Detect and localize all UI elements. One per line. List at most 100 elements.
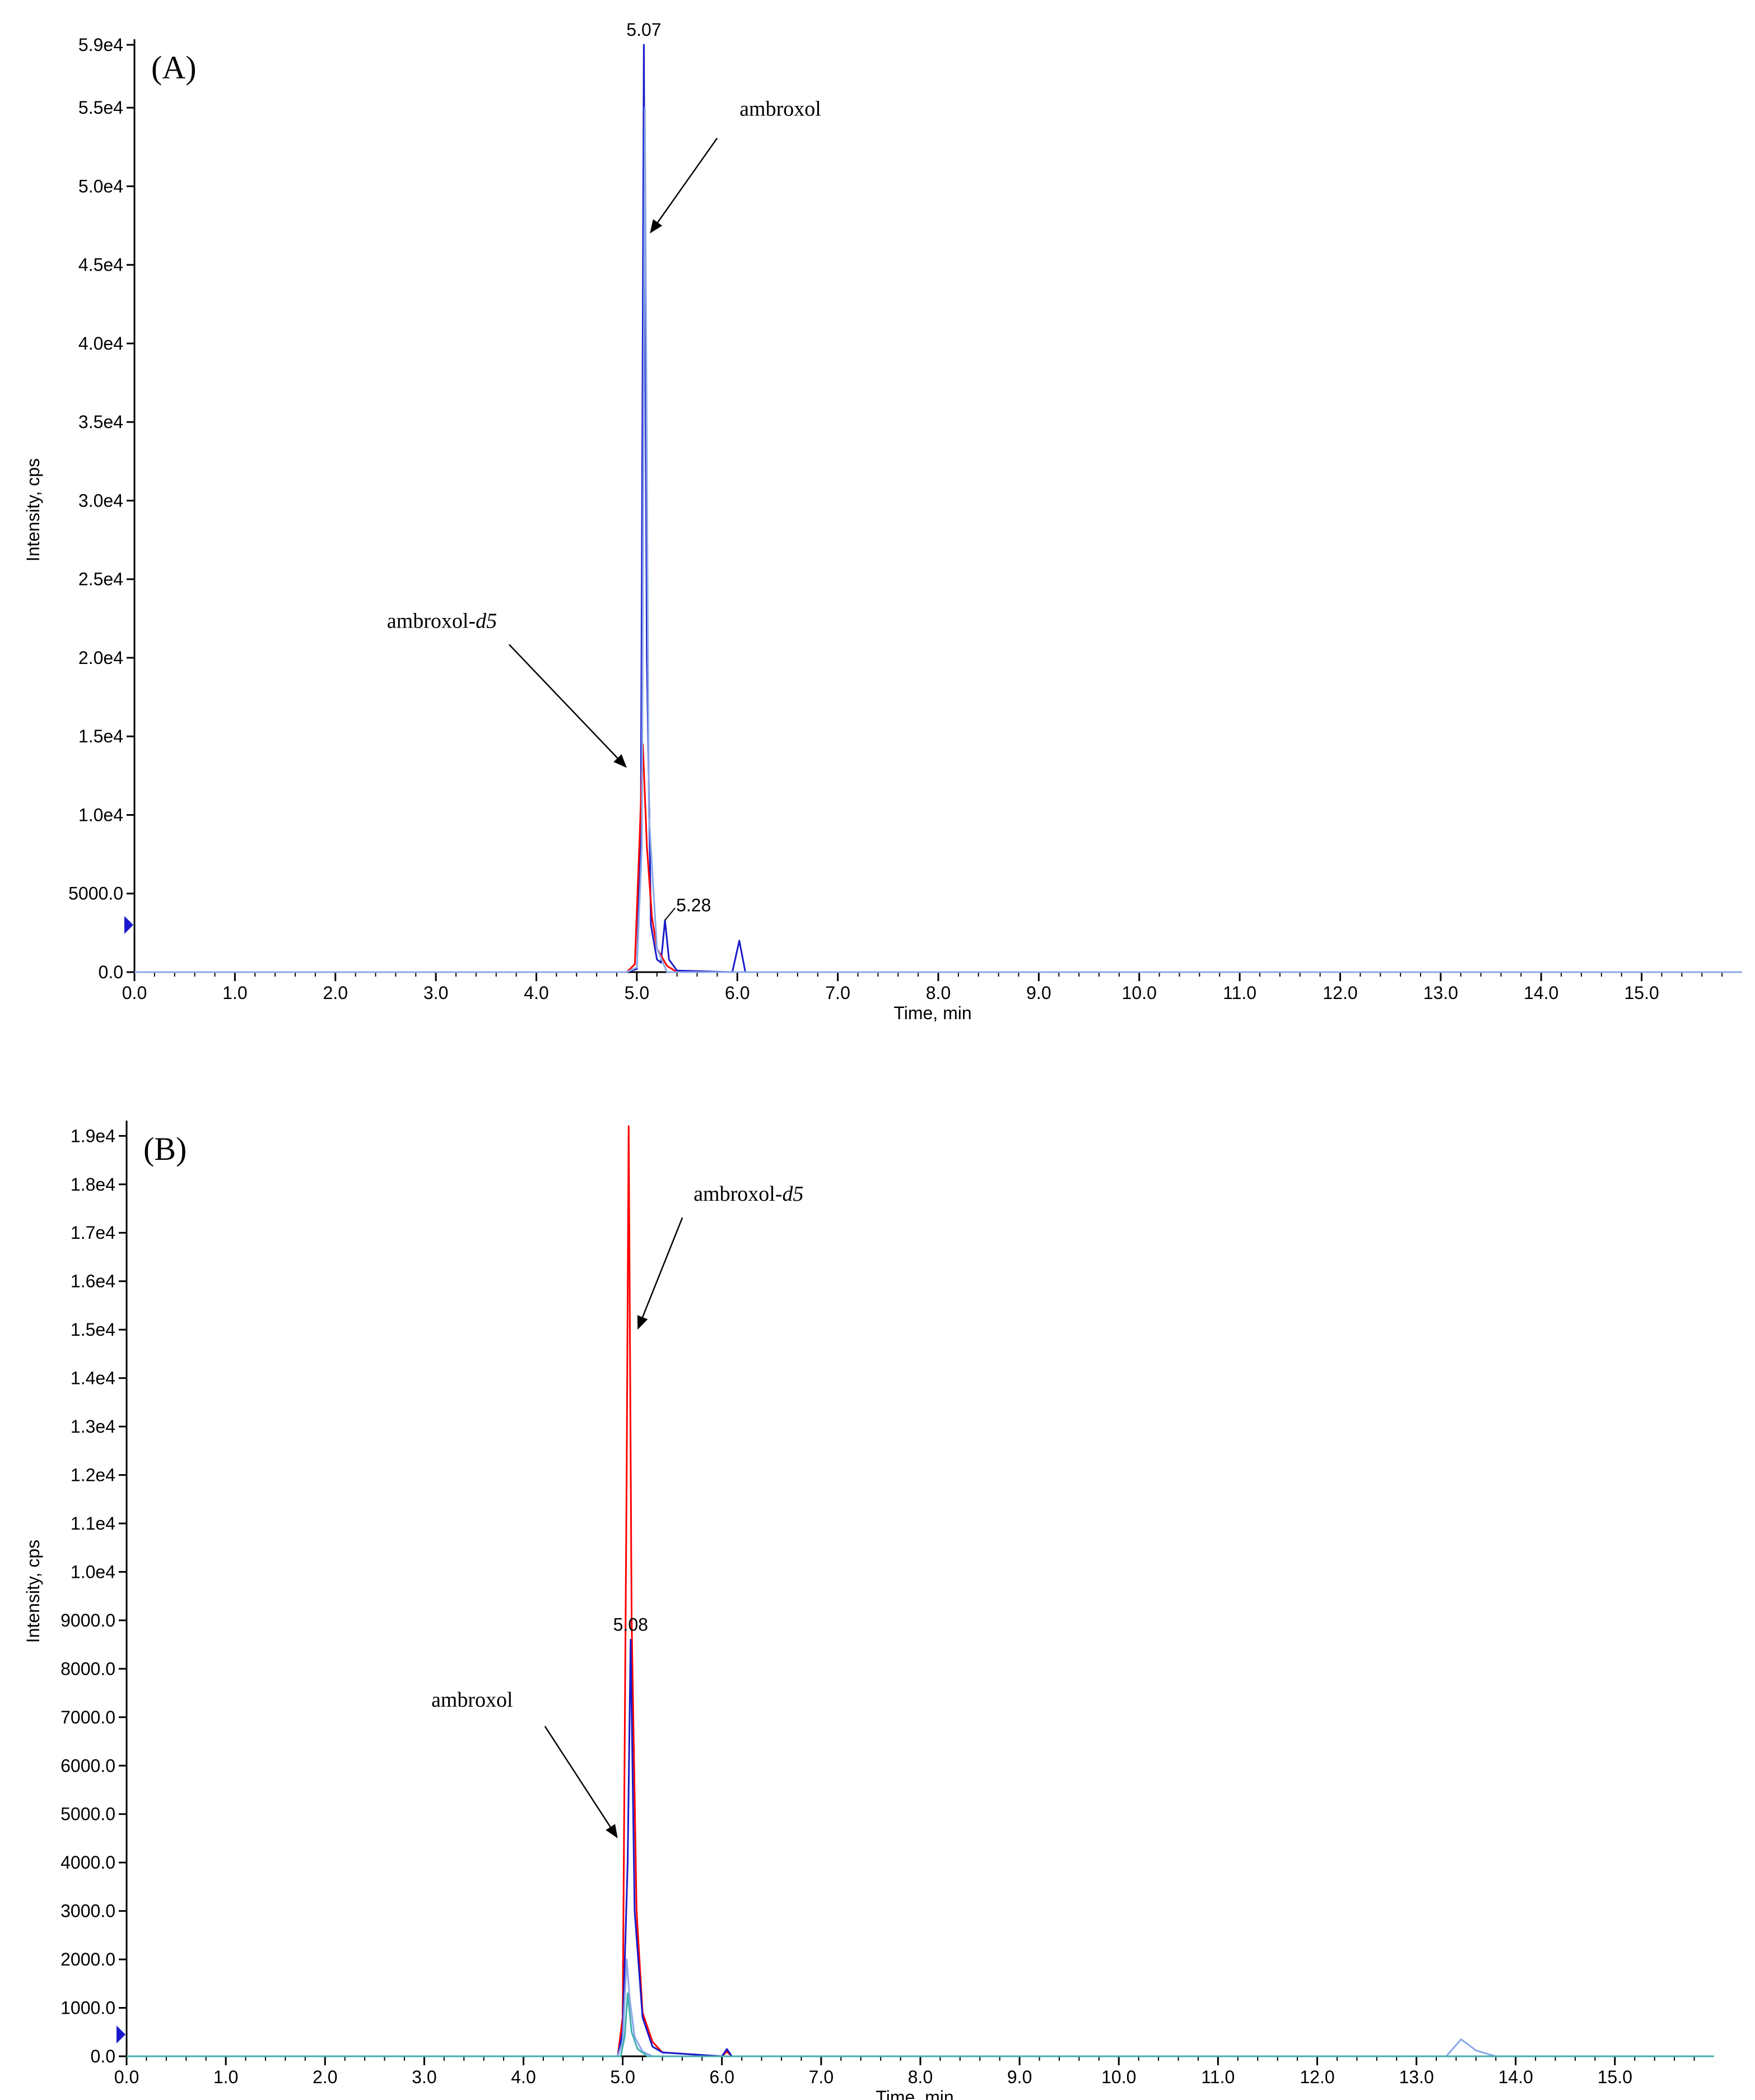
series-trace-1 [134,44,1742,973]
annotation-text: ambroxol- [387,609,476,633]
annotation-label: ambroxol [431,1688,513,1712]
x-tick-label: 8.0 [926,983,951,1003]
annotation-label: ambroxol [739,97,821,121]
annotation-arrow-head [637,1315,648,1330]
y-tick-label: 9000.0 [60,1610,115,1630]
y-tick-label: 4.5e4 [78,255,123,275]
y-tick-label: 1.3e4 [71,1416,115,1437]
x-tick-label: 8.0 [908,2067,933,2087]
x-axis-title: Time, min [876,2087,953,2100]
panel-b: 0.0 1000.0 2000.0 3000.0 4000.0 5000.0 6000.0 7… [23,1121,1714,2100]
x-tick-label: 12.0 [1300,2067,1334,2087]
annotation-subscript: d5 [476,609,497,633]
y-tick-label: 2.0e4 [78,648,123,668]
y-tick-label: 6000.0 [60,1755,115,1776]
x-tick-label: 11.0 [1223,983,1256,1003]
x-tick-label: 6.0 [725,983,750,1003]
peak-label: 5.07 [626,20,661,40]
y-tick-label: 1.6e4 [71,1271,115,1291]
baseline-marker [117,2025,125,2044]
peak-label: 5.28 [676,895,711,915]
y-tick-label: 5.0e4 [78,176,123,196]
y-tick-label: 1000.0 [60,1998,115,2018]
annotation-subscript: d5 [782,1182,803,1206]
series-trace-3 [134,106,1742,973]
x-tick-label: 0.0 [114,2067,139,2087]
y-tick-label: 1.5e4 [78,726,123,746]
y-tick-label: 1.0e4 [78,805,123,825]
x-tick-label: 13.0 [1423,983,1458,1003]
series-trace-1 [127,1125,1714,2057]
x-tick-label: 14.0 [1524,983,1558,1003]
annotation-arrow-head [606,1824,618,1838]
y-tick-label: 1.9e4 [71,1126,115,1146]
x-tick-label: 13.0 [1399,2067,1433,2087]
x-tick-label: 4.0 [511,2067,536,2087]
series-trace-2 [134,743,1742,973]
panel-a: 0.0 5000.0 1.0e4 1.5e4 2.0e4 2.5e4 3.0e4 3.5e4 4… [23,20,1742,1023]
annotation-arrow-line [657,137,718,223]
annotation-arrow-line [641,1217,683,1318]
x-tick-label: 4.0 [524,983,548,1003]
x-tick-label: 14.0 [1498,2067,1533,2087]
x-tick-label: 10.0 [1101,2067,1136,2087]
y-tick-label: 1.2e4 [71,1465,115,1485]
x-tick-label: 2.0 [313,2067,337,2087]
x-tick-label: 15.0 [1598,2067,1632,2087]
x-tick-label: 12.0 [1323,983,1357,1003]
x-tick-label: 3.0 [423,983,448,1003]
y-tick-label: 2000.0 [60,1949,115,1969]
series-trace-2 [127,1639,1714,2057]
y-tick-label: 5000.0 [68,884,123,904]
y-tick-label: 3000.0 [60,1901,115,1921]
y-tick-label: 5000.0 [60,1804,115,1824]
y-tick-label: 3.0e4 [78,490,123,510]
y-tick-label: 0.0 [91,2046,115,2066]
y-tick-label: 1.7e4 [71,1223,115,1243]
y-tick-label: 1.1e4 [71,1513,115,1534]
y-tick-label: 4.0e4 [78,333,123,354]
y-tick-label: 0.0 [99,962,123,982]
x-tick-label: 11.0 [1201,2067,1235,2087]
x-tick-label: 0.0 [122,983,147,1003]
y-tick-label: 5.5e4 [78,97,123,118]
annotation-arrow-head [613,754,627,768]
annotation-text: ambroxol [739,97,821,121]
y-tick-label: 7000.0 [60,1707,115,1727]
annotation-text: ambroxol- [693,1182,782,1206]
baseline-marker [124,916,133,934]
y-tick-label: 5.9e4 [78,35,123,55]
x-tick-label: 7.0 [825,983,850,1003]
annotation-text: ambroxol [431,1688,513,1712]
x-tick-label: 5.0 [625,983,649,1003]
annotation-label: ambroxol-d5 [693,1182,803,1206]
peak-label-leader [664,907,676,921]
x-tick-label: 7.0 [809,2067,834,2087]
panel-label: (A) [151,49,197,86]
y-tick-label: 4000.0 [60,1852,115,1873]
x-tick-label: 10.0 [1122,983,1157,1003]
y-tick-label: 1.8e4 [71,1174,115,1195]
annotation-arrow-line [544,1726,611,1828]
annotation-arrow-line [509,644,618,759]
x-tick-label: 3.0 [412,2067,436,2087]
y-axis-title: Intensity, cps [23,458,43,561]
x-tick-label: 9.0 [1007,2067,1032,2087]
annotation-label: ambroxol-d5 [387,609,497,633]
x-tick-label: 1.0 [213,2067,238,2087]
x-tick-label: 6.0 [710,2067,734,2087]
annotation-arrow-head [650,219,663,234]
y-axis-title: Intensity, cps [23,1540,43,1643]
series-trace-3 [127,1958,1714,2057]
y-tick-label: 1.0e4 [71,1562,115,1582]
x-tick-label: 9.0 [1026,983,1051,1003]
x-tick-label: 2.0 [323,983,348,1003]
x-axis-title: Time, min [893,1003,971,1023]
y-tick-label: 2.5e4 [78,569,123,589]
x-tick-label: 5.0 [610,2067,635,2087]
y-tick-label: 1.5e4 [71,1320,115,1340]
y-tick-label: 1.4e4 [71,1368,115,1388]
panel-label: (B) [143,1131,187,1167]
peak-label: 5.08 [613,1614,648,1634]
